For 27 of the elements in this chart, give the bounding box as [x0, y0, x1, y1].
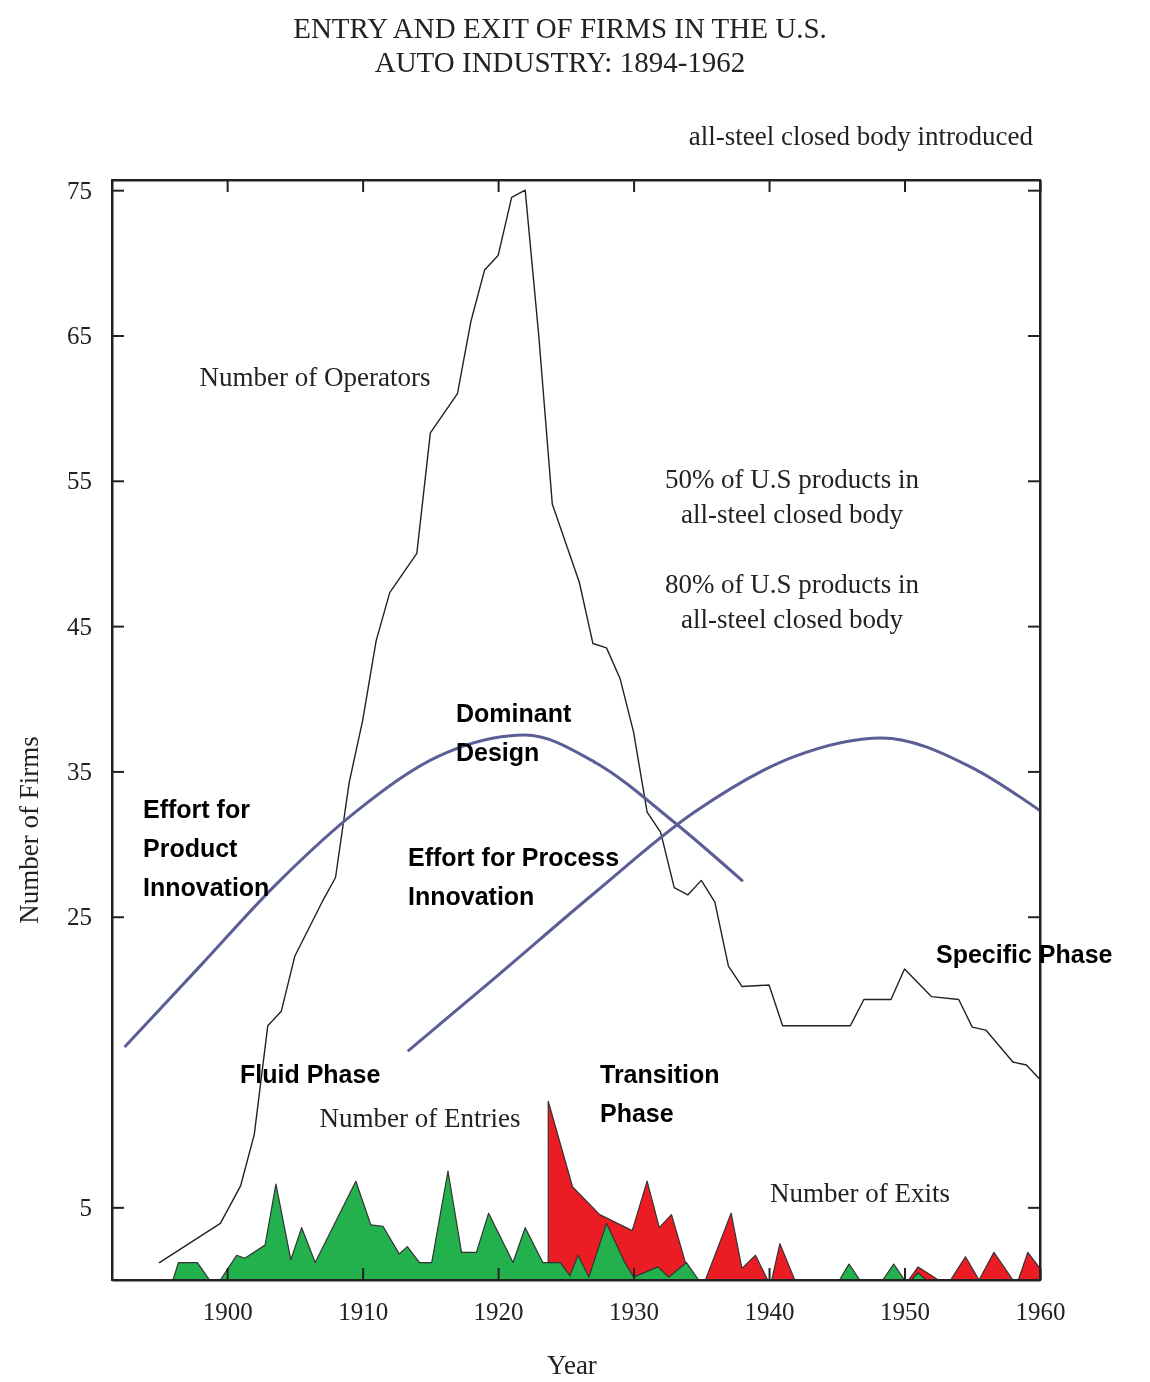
y-axis-title: Number of Firms — [14, 736, 44, 924]
x-axis-title: Year — [547, 1350, 597, 1380]
text: all-steel closed body introduced — [688, 121, 1034, 151]
y-tick-label: 35 — [67, 757, 92, 785]
y-tick-label: 5 — [79, 1193, 92, 1221]
y-tick-label: 65 — [67, 321, 92, 349]
y-tick-label: 25 — [67, 903, 92, 931]
chart-title: ENTRY AND EXIT OF FIRMS IN THE U.S. AUTO INDUSTRY: 1894-1962 — [293, 12, 827, 78]
x-tick-label: 1960 — [1015, 1297, 1066, 1325]
x-tick-label: 1950 — [880, 1297, 931, 1325]
y-tick-label: 45 — [67, 612, 92, 640]
annotation: Number of Exits — [770, 1178, 950, 1208]
annotation: Effort for Process Innovation — [408, 843, 620, 910]
annotation: Number of Entries — [319, 1103, 521, 1133]
annotation: 50% of U.S products in all-steel closed body — [664, 464, 920, 529]
x-tick-label: 1900 — [202, 1297, 253, 1325]
annotation: Transition Phase — [600, 1060, 720, 1127]
x-tick-label: 1920 — [473, 1297, 524, 1325]
annotation: Effort for Product Innovation — [143, 795, 270, 901]
x-tick-label: 1910 — [338, 1297, 389, 1325]
y-tick-label: 55 — [67, 467, 92, 495]
x-tick-label: 1930 — [609, 1297, 660, 1325]
annotation: Number of Operators — [199, 362, 431, 392]
x-tick-label: 1940 — [744, 1297, 795, 1325]
annotation: 80% of U.S products in all-steel closed body — [664, 569, 920, 634]
y-tick-label: 75 — [67, 176, 92, 204]
annotation: Dominant Design — [456, 699, 572, 766]
